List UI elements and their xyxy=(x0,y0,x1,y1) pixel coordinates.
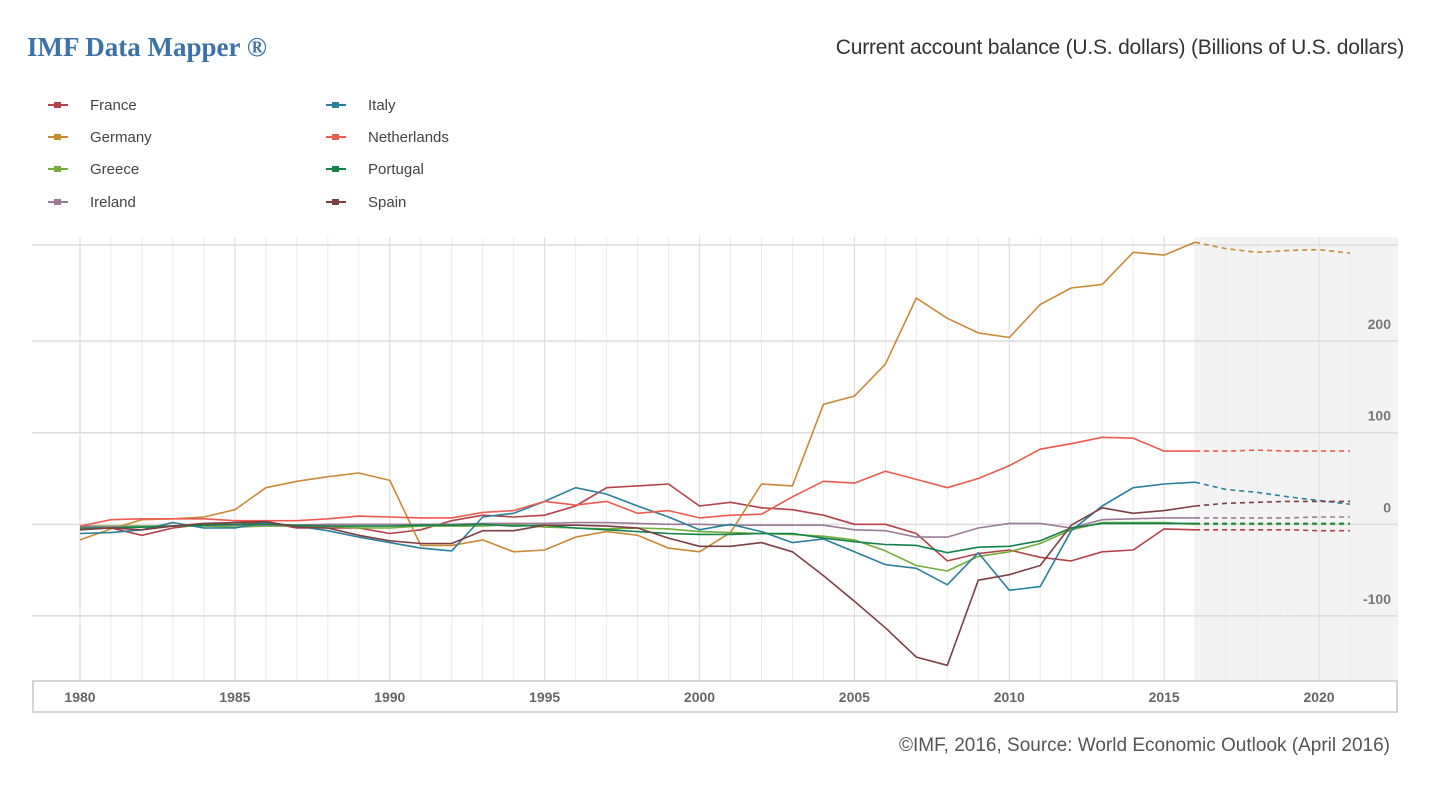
y-tick-label: 0 xyxy=(1383,499,1391,515)
legend-label-ireland: Ireland xyxy=(90,193,136,211)
x-axis-frame xyxy=(32,680,1398,713)
legend-swatch-netherlands xyxy=(326,131,346,143)
legend-label-spain: Spain xyxy=(368,193,407,211)
legend-swatch-italy xyxy=(326,99,346,111)
legend-label-italy: Italy xyxy=(368,96,396,114)
legend-swatch-france xyxy=(48,99,68,111)
legend-label-portugal: Portugal xyxy=(368,160,424,178)
chart-title: Current account balance (U.S. dollars) (… xyxy=(835,36,1404,59)
legend-item-germany[interactable]: Germany xyxy=(48,126,152,148)
y-tick-label: 100 xyxy=(1368,408,1392,424)
series-projection-netherlands xyxy=(1195,449,1350,452)
source-footer: ©IMF, 2016, Source: World Economic Outlo… xyxy=(899,735,1390,756)
legend-swatch-greece xyxy=(48,163,68,175)
legend-swatch-ireland xyxy=(48,196,68,208)
legend-item-france[interactable]: France xyxy=(48,94,137,116)
x-tick-label: 1985 xyxy=(219,689,250,705)
legend-item-italy[interactable]: Italy xyxy=(326,94,396,116)
legend-label-greece: Greece xyxy=(90,160,140,178)
legend-swatch-spain xyxy=(326,196,346,208)
legend-item-ireland[interactable]: Ireland xyxy=(48,191,136,213)
legend-item-netherlands[interactable]: Netherlands xyxy=(326,126,449,148)
legend-swatch-germany xyxy=(48,131,68,143)
y-tick-label: -100 xyxy=(1363,591,1391,607)
legend-label-germany: Germany xyxy=(90,128,152,146)
y-tick-label: 200 xyxy=(1368,316,1392,332)
series-projection-germany xyxy=(1194,241,1351,254)
legend: France Germany Greece Ireland Italy Neth… xyxy=(48,94,508,219)
series-line-portugal xyxy=(80,522,1196,554)
x-tick-label: 2005 xyxy=(839,689,870,705)
legend-label-netherlands: Netherlands xyxy=(368,128,449,146)
series-line-italy xyxy=(79,481,1196,592)
projection-band xyxy=(1195,237,1398,680)
x-tick-label: 1980 xyxy=(64,689,95,705)
series-projection-france xyxy=(1195,528,1350,532)
x-tick-label: 1995 xyxy=(529,689,560,705)
brand-title: IMF Data Mapper ® xyxy=(27,32,267,62)
series-line-netherlands xyxy=(79,436,1196,527)
legend-swatch-portugal xyxy=(326,163,346,175)
x-tick-label: 2000 xyxy=(684,689,715,705)
x-tick-label: 2015 xyxy=(1149,689,1180,705)
legend-item-spain[interactable]: Spain xyxy=(326,191,406,213)
x-tick-label: 2010 xyxy=(994,689,1025,705)
series-line-ireland xyxy=(79,517,1196,538)
legend-item-greece[interactable]: Greece xyxy=(48,158,139,180)
legend-label-france: France xyxy=(90,96,137,114)
series-projection-ireland xyxy=(1195,516,1350,519)
x-tick-label: 2020 xyxy=(1303,689,1334,705)
legend-item-portugal[interactable]: Portugal xyxy=(326,158,424,180)
series-projection-spain xyxy=(1195,500,1350,507)
series-line-spain xyxy=(79,505,1196,667)
series-line-germany xyxy=(79,241,1196,553)
x-tick-label: 1990 xyxy=(374,689,405,705)
